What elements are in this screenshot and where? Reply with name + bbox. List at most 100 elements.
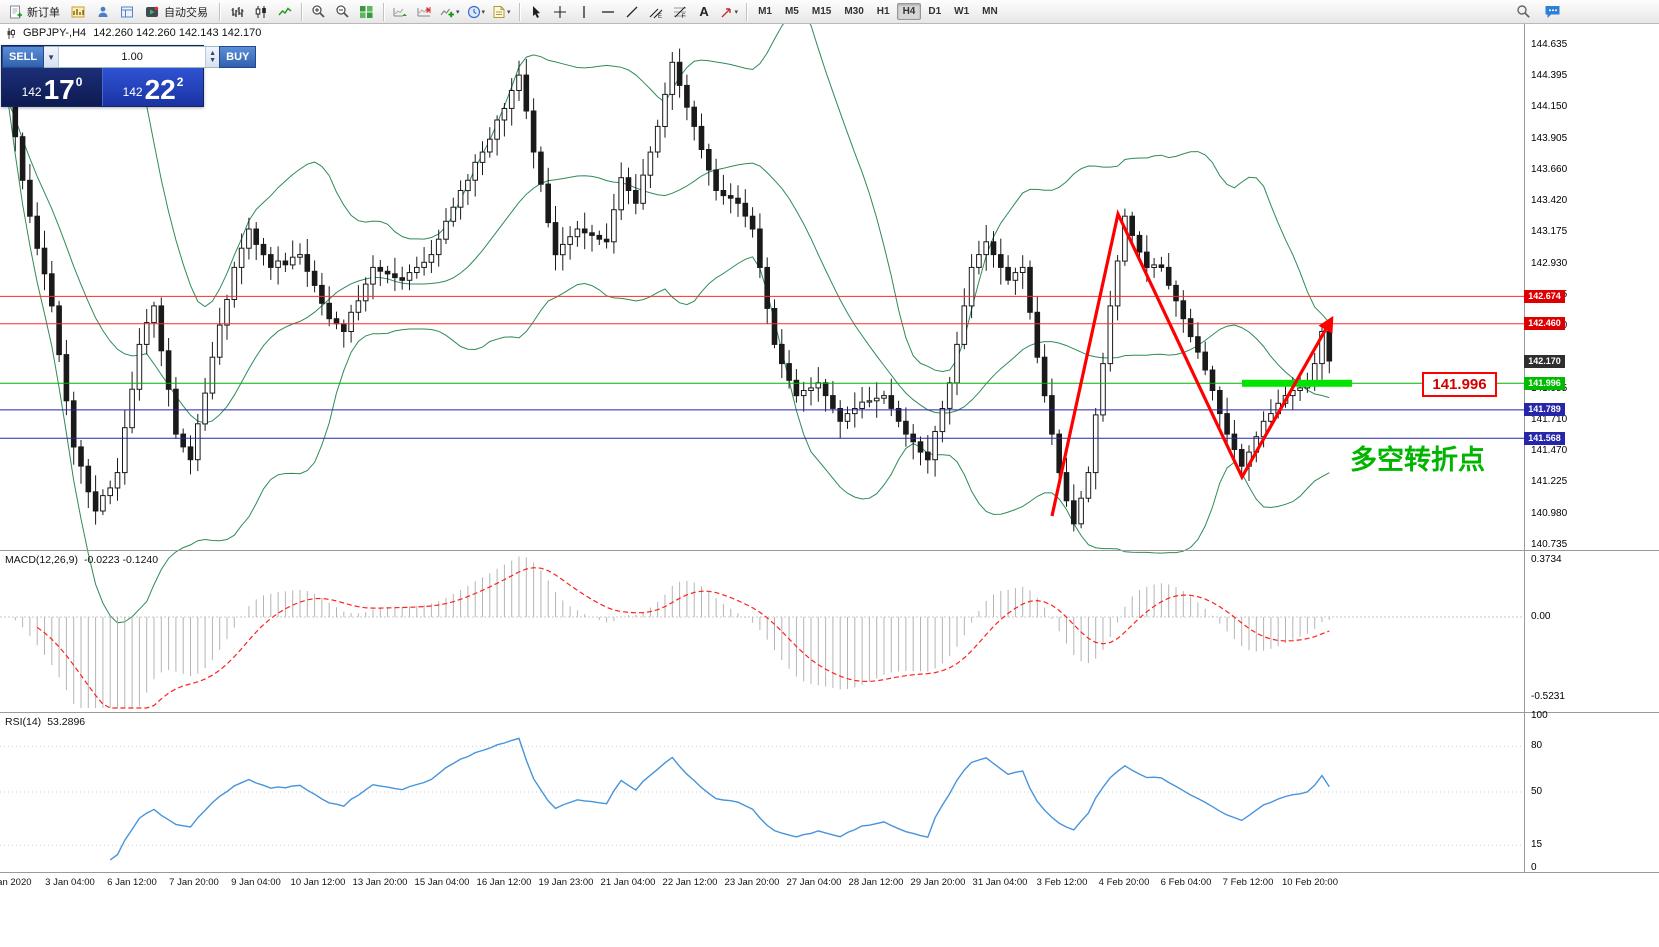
sell-price[interactable]: 142 17 0: [2, 68, 102, 106]
macd-values: -0.0223 -0.1240: [83, 554, 159, 566]
one-click-trading-panel: SELL ▼ ▲ ▼ BUY 142 17 0 142 22 2: [1, 45, 257, 107]
tf-button-H4[interactable]: H4: [896, 3, 922, 20]
horizontal-line-icon: [601, 6, 615, 18]
price-scale-label: 143.660: [1531, 163, 1568, 175]
sell-price-big: 17: [43, 74, 75, 105]
time-axis-label: 7 Jan 20:00: [169, 877, 219, 888]
templates-icon: [492, 5, 506, 19]
arrows-tool-icon: [720, 5, 734, 19]
new-order-button[interactable]: 新订单: [3, 1, 66, 22]
new-order-label: 新订单: [27, 6, 60, 19]
auto-trading-icon: [145, 5, 160, 19]
new-chart-button[interactable]: [67, 1, 90, 22]
turning-point-annotation[interactable]: 多空转折点: [1350, 445, 1485, 475]
periods-icon: [467, 5, 481, 19]
price-scale-label: 144.635: [1531, 39, 1568, 50]
sell-price-main: 142: [21, 85, 42, 99]
tf-button-D1[interactable]: D1: [922, 3, 947, 20]
profiles-button[interactable]: [91, 1, 114, 22]
vertical-line-icon: [578, 5, 590, 19]
time-axis-label: 13 Jan 20:00: [352, 877, 408, 888]
crosshair-button[interactable]: [549, 1, 572, 22]
rsi-value: 53.2896: [47, 716, 86, 728]
tf-button-M30[interactable]: M30: [838, 3, 869, 20]
tf-button-M1[interactable]: M1: [752, 3, 778, 20]
text-tool-button[interactable]: A: [693, 1, 716, 22]
toolbar-separator: [301, 2, 302, 21]
price-tag-141.996[interactable]: 141.996: [1524, 376, 1565, 390]
crosshair-icon: [553, 5, 567, 19]
tf-button-M15[interactable]: M15: [806, 3, 837, 20]
volume-spinner[interactable]: ▲ ▼: [205, 47, 220, 67]
price-tag-142.674[interactable]: 142.674: [1524, 289, 1565, 303]
price-scale[interactable]: 144.635 144.395 144.150 143.905 143.660 143.4…: [1524, 24, 1659, 895]
bar-chart-icon: [230, 5, 244, 19]
indicators-button[interactable]: ▾: [437, 1, 463, 22]
macd-scale-label: 0.3734: [1531, 554, 1562, 566]
tf-button-M5[interactable]: M5: [779, 3, 805, 20]
search-button[interactable]: [1512, 1, 1535, 22]
tf-button-MN[interactable]: MN: [976, 3, 1004, 20]
bar-chart-button[interactable]: [225, 1, 248, 22]
tf-button-H1[interactable]: H1: [871, 3, 896, 20]
periods-button[interactable]: ▾: [464, 1, 489, 22]
chart-shift-button[interactable]: [413, 1, 436, 22]
chart-symbol-icon: [6, 27, 16, 39]
volume-input[interactable]: [59, 47, 206, 67]
chat-button[interactable]: [1541, 1, 1564, 22]
chart-canvas[interactable]: [0, 24, 1659, 947]
line-chart-button[interactable]: [273, 1, 296, 22]
dropdown-caret-icon: ▾: [481, 8, 486, 16]
horizontal-line-button[interactable]: [597, 1, 620, 22]
svg-text:E: E: [658, 14, 662, 19]
sell-button[interactable]: SELL: [2, 46, 45, 68]
auto-trading-button[interactable]: 自动交易: [139, 1, 214, 22]
arrows-tool-button[interactable]: ▾: [717, 1, 742, 22]
templates-button[interactable]: ▾: [489, 1, 514, 22]
price-scale-label: 140.980: [1531, 507, 1568, 519]
line-chart-icon: [277, 5, 292, 19]
tf-button-W1[interactable]: W1: [948, 3, 975, 20]
auto-trading-label: 自动交易: [164, 6, 208, 19]
time-axis-label: 6 Feb 04:00: [1160, 877, 1212, 888]
spinner-up-icon[interactable]: ▲: [209, 50, 217, 57]
time-axis-label: 29 Jan 20:00: [910, 877, 966, 888]
cursor-button[interactable]: [525, 1, 548, 22]
tile-windows-button[interactable]: [355, 1, 378, 22]
fibonacci-button[interactable]: F: [669, 1, 692, 22]
price-label-annotation[interactable]: 141.996: [1422, 372, 1497, 397]
price-tag-141.789[interactable]: 141.789: [1524, 403, 1565, 417]
price-tag-141.568[interactable]: 141.568: [1524, 431, 1565, 445]
price-tag-142.460[interactable]: 142.460: [1524, 317, 1565, 331]
time-axis-label: 31 Jan 04:00: [972, 877, 1028, 888]
chart-title-bar: GBPJPY-,H4 142.260 142.260 142.143 142.1…: [6, 27, 261, 39]
volume-dropdown-icon[interactable]: ▼: [44, 47, 60, 67]
rsi-indicator-label: RSI(14) 53.2896: [5, 716, 85, 728]
auto-scroll-button[interactable]: [389, 1, 412, 22]
price-scale-label: 142.930: [1531, 257, 1568, 269]
channel-button[interactable]: E: [645, 1, 668, 22]
price-scale-label: 143.420: [1531, 194, 1568, 206]
timeframe-toolbar: M1 M5 M15 M30 H1 H4 D1 W1 MN: [752, 3, 1004, 20]
candlestick-chart-icon: [254, 5, 268, 19]
toolbar-right-group: [1512, 1, 1564, 22]
zoom-out-button[interactable]: [331, 1, 354, 22]
trendline-icon: [625, 5, 639, 19]
buy-price[interactable]: 142 22 2: [102, 68, 203, 106]
trendline-button[interactable]: [621, 1, 644, 22]
time-axis-label: 3 Jan 04:00: [45, 877, 95, 888]
macd-name: MACD(12,26,9): [5, 554, 78, 566]
macd-scale-label: 0.00: [1531, 611, 1551, 622]
main-toolbar: 新订单 自动交易: [0, 0, 1659, 24]
price-tag-142.170[interactable]: 142.170: [1524, 354, 1565, 368]
data-window-button[interactable]: [115, 1, 138, 22]
rsi-scale-label: 15: [1531, 839, 1543, 851]
candlestick-chart-button[interactable]: [249, 1, 272, 22]
chart-symbol-period: GBPJPY-,H4: [23, 27, 87, 39]
time-axis-label: 28 Jan 12:00: [848, 877, 904, 888]
zoom-in-button[interactable]: [307, 1, 330, 22]
spinner-down-icon[interactable]: ▼: [209, 57, 217, 64]
buy-button[interactable]: BUY: [219, 46, 257, 68]
vertical-line-button[interactable]: [573, 1, 596, 22]
time-axis[interactable]: 2 Jan 2020 3 Jan 04:00 6 Jan 12:00 7 Jan 20…: [0, 873, 1524, 893]
